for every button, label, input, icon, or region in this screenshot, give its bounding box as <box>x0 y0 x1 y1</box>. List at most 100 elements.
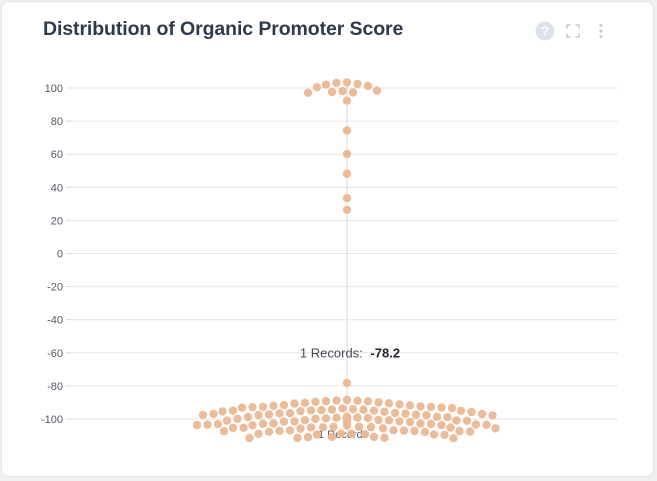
data-point[interactable] <box>432 412 442 421</box>
data-point[interactable] <box>239 423 248 432</box>
data-point[interactable] <box>411 410 421 419</box>
data-point[interactable] <box>353 79 362 89</box>
data-point[interactable] <box>347 429 356 438</box>
data-point[interactable] <box>264 410 274 419</box>
data-point[interactable] <box>279 400 289 410</box>
data-point[interactable] <box>416 402 425 411</box>
data-point[interactable] <box>366 422 376 432</box>
data-point[interactable] <box>467 407 476 417</box>
data-point[interactable] <box>290 417 299 426</box>
data-point[interactable] <box>410 426 419 436</box>
data-point[interactable] <box>338 86 347 96</box>
data-point[interactable] <box>342 395 352 405</box>
data-point[interactable] <box>338 404 347 413</box>
data-point[interactable] <box>348 405 358 414</box>
data-point[interactable] <box>285 409 295 418</box>
data-point[interactable] <box>321 80 331 89</box>
data-point[interactable] <box>300 398 310 407</box>
data-point[interactable] <box>296 424 305 433</box>
data-point[interactable] <box>258 419 268 428</box>
data-point[interactable] <box>380 433 389 442</box>
data-point[interactable] <box>254 410 263 420</box>
data-point[interactable] <box>258 402 268 411</box>
data-point[interactable] <box>317 405 326 415</box>
data-point[interactable] <box>248 403 257 412</box>
data-point[interactable] <box>269 401 278 411</box>
data-point[interactable] <box>254 429 263 439</box>
fullscreen-button[interactable] <box>559 19 587 43</box>
data-point[interactable] <box>332 396 341 405</box>
data-point[interactable] <box>488 411 497 420</box>
data-point[interactable] <box>311 397 320 406</box>
data-point[interactable] <box>416 419 425 428</box>
data-point[interactable] <box>369 406 379 415</box>
data-point[interactable] <box>390 408 400 418</box>
data-point[interactable] <box>384 399 394 408</box>
data-point[interactable] <box>198 410 208 420</box>
data-point[interactable] <box>321 414 331 423</box>
data-point[interactable] <box>449 434 458 443</box>
data-point[interactable] <box>293 433 302 443</box>
data-point[interactable] <box>332 78 341 88</box>
data-point[interactable] <box>369 432 379 442</box>
data-point[interactable] <box>327 87 337 97</box>
data-point[interactable] <box>372 86 382 95</box>
data-point[interactable] <box>342 149 352 159</box>
data-point[interactable] <box>311 414 320 423</box>
data-point[interactable] <box>422 411 431 420</box>
data-point[interactable] <box>279 417 289 426</box>
data-point[interactable] <box>384 416 394 425</box>
data-point[interactable] <box>296 407 305 416</box>
data-point[interactable] <box>443 413 452 422</box>
data-point[interactable] <box>363 81 373 91</box>
data-point[interactable] <box>285 426 295 435</box>
data-point[interactable] <box>360 430 370 439</box>
data-point[interactable] <box>237 403 247 412</box>
data-point[interactable] <box>342 205 352 214</box>
data-point[interactable] <box>380 407 389 416</box>
data-point[interactable] <box>446 423 455 432</box>
data-point[interactable] <box>374 415 383 425</box>
data-point[interactable] <box>228 406 238 415</box>
data-point[interactable] <box>374 398 383 407</box>
data-point[interactable] <box>452 416 461 425</box>
data-point[interactable] <box>306 406 316 415</box>
data-point[interactable] <box>447 403 457 413</box>
data-point[interactable] <box>222 416 232 425</box>
data-point[interactable] <box>395 400 404 409</box>
data-point[interactable] <box>248 421 257 430</box>
data-point[interactable] <box>329 422 338 432</box>
data-point[interactable] <box>363 397 373 406</box>
data-point[interactable] <box>327 432 337 442</box>
data-point[interactable] <box>455 426 464 436</box>
data-point[interactable] <box>354 422 364 431</box>
data-point[interactable] <box>342 78 352 87</box>
data-point[interactable] <box>327 405 337 414</box>
data-point[interactable] <box>264 427 274 436</box>
data-point[interactable] <box>462 416 472 425</box>
data-point[interactable] <box>303 433 313 442</box>
data-point[interactable] <box>353 413 362 422</box>
data-point[interactable] <box>437 420 446 430</box>
data-point[interactable] <box>405 401 415 410</box>
data-point[interactable] <box>245 433 254 443</box>
data-point[interactable] <box>290 399 299 408</box>
data-point[interactable] <box>401 409 410 418</box>
data-point[interactable] <box>426 419 436 429</box>
data-point[interactable] <box>389 426 398 435</box>
data-point[interactable] <box>269 419 278 428</box>
data-point[interactable] <box>471 420 481 429</box>
data-point[interactable] <box>312 83 322 92</box>
data-point[interactable] <box>353 396 362 405</box>
data-point[interactable] <box>243 412 253 422</box>
data-point[interactable] <box>378 424 388 433</box>
data-point[interactable] <box>213 419 223 429</box>
data-point[interactable] <box>395 417 404 426</box>
data-point[interactable] <box>300 416 310 425</box>
data-point[interactable] <box>348 88 358 97</box>
data-point[interactable] <box>275 426 284 435</box>
data-point[interactable] <box>203 420 212 429</box>
data-point[interactable] <box>342 169 352 178</box>
data-point[interactable] <box>477 409 487 419</box>
data-point[interactable] <box>192 420 202 430</box>
